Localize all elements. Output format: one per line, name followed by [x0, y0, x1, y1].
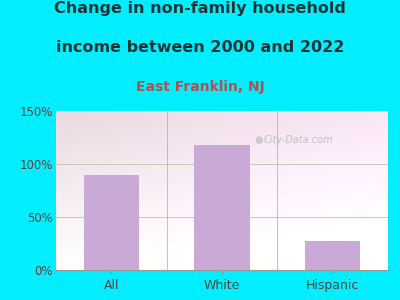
Text: income between 2000 and 2022: income between 2000 and 2022 — [56, 40, 344, 56]
Text: ●: ● — [254, 135, 263, 145]
Bar — [84, 175, 139, 270]
Text: Change in non-family household: Change in non-family household — [54, 2, 346, 16]
Text: East Franklin, NJ: East Franklin, NJ — [136, 80, 264, 94]
Bar — [194, 145, 250, 270]
Text: City-Data.com: City-Data.com — [264, 135, 333, 145]
Bar — [305, 242, 360, 270]
